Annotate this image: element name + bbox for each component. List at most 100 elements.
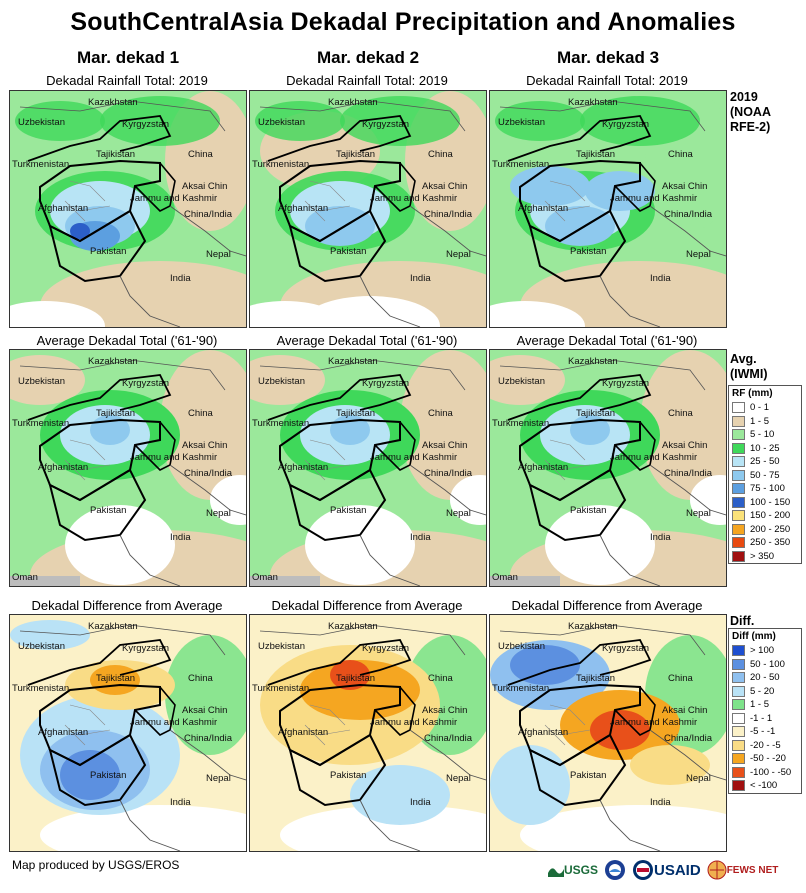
place-label-india: India <box>410 797 431 808</box>
legend-item: -20 - -5 <box>729 739 801 753</box>
place-label-china: China <box>668 673 693 684</box>
place-label-kyrgyzstan: Kyrgyzstan <box>122 119 169 130</box>
place-label-tajikistan: Tajikistan <box>336 408 376 419</box>
map-rain-dekad-3: Kazakhstan Uzbekistan Kyrgyzstan Turkmenist… <box>489 90 727 328</box>
legend-item: 250 - 350 <box>729 536 801 550</box>
place-label-india: India <box>170 532 191 543</box>
place-label-tajikistan: Tajikistan <box>576 673 616 684</box>
place-label-aksai_chin: Aksai Chin <box>422 440 468 451</box>
place-label-india: India <box>170 273 191 284</box>
place-label-china_india: China/India <box>664 209 713 220</box>
legend-item-label: 1 - 5 <box>750 699 770 711</box>
place-label-turkmenistan: Turkmenistan <box>12 683 70 694</box>
legend-swatch <box>732 469 745 481</box>
place-label-aksai_chin: Aksai Chin <box>182 440 228 451</box>
place-label-tajikistan: Tajikistan <box>336 673 376 684</box>
legend-item-label: 50 - 100 <box>750 658 785 670</box>
place-label-pakistan: Pakistan <box>330 770 367 781</box>
place-label-tajikistan: Tajikistan <box>96 149 136 160</box>
legend-item: 10 - 25 <box>729 442 801 456</box>
place-label-uzbekistan: Uzbekistan <box>18 117 65 128</box>
row-label-diff: Diff. <box>730 614 755 628</box>
place-label-tajikistan: Tajikistan <box>336 149 376 160</box>
place-label-pakistan: Pakistan <box>570 505 607 516</box>
place-label-china: China <box>668 408 693 419</box>
footer-credit: Map produced by USGS/EROS <box>12 858 180 872</box>
map-graphic <box>10 91 246 327</box>
map-title: Dekadal Rainfall Total: 2019 <box>526 73 688 88</box>
place-label-nepal: Nepal <box>206 508 231 519</box>
place-label-china_india: China/India <box>424 733 473 744</box>
legend-item-label: -50 - -20 <box>750 753 786 765</box>
place-label-jammu: Jammu and Kashmir <box>370 717 458 728</box>
place-label-kyrgyzstan: Kyrgyzstan <box>602 378 649 389</box>
legend-item: 1 - 5 <box>729 698 801 712</box>
place-label-kyrgyzstan: Kyrgyzstan <box>362 643 409 654</box>
legend-swatch <box>732 712 745 724</box>
place-label-kyrgyzstan: Kyrgyzstan <box>362 119 409 130</box>
legend-swatch <box>732 780 745 792</box>
legend-item-label: < -100 <box>750 780 778 792</box>
place-label-aksai_chin: Aksai Chin <box>662 440 708 451</box>
column-header-dekad-1: Mar. dekad 1 <box>76 48 180 67</box>
place-label-pakistan: Pakistan <box>570 770 607 781</box>
map-rain-dekad-1: Kazakhstan Uzbekistan Kyrgyzstan Turkmenist… <box>9 90 247 328</box>
place-label-china: China <box>188 408 213 419</box>
legend-item-label: 0 - 1 <box>750 402 770 414</box>
place-label-turkmenistan: Turkmenistan <box>252 683 310 694</box>
rainfall-legend-title: RF (mm) <box>732 388 773 399</box>
place-label-afghanistan: Afghanistan <box>38 203 89 214</box>
map-avg-dekad-3: Kazakhstan Uzbekistan Kyrgyzstan Turkmenist… <box>489 349 727 587</box>
map-rain-dekad-2: Kazakhstan Uzbekistan Kyrgyzstan Turkmenist… <box>249 90 487 328</box>
place-label-turkmenistan: Turkmenistan <box>12 159 70 170</box>
legend-item: 200 - 250 <box>729 523 801 537</box>
legend-swatch <box>732 415 745 427</box>
place-label-china: China <box>428 673 453 684</box>
place-label-nepal: Nepal <box>206 249 231 260</box>
place-label-kazakhstan: Kazakhstan <box>328 621 378 632</box>
place-label-kyrgyzstan: Kyrgyzstan <box>602 119 649 130</box>
place-label-kyrgyzstan: Kyrgyzstan <box>602 643 649 654</box>
place-label-turkmenistan: Turkmenistan <box>492 159 550 170</box>
place-label-uzbekistan: Uzbekistan <box>258 376 305 387</box>
place-label-oman: Oman <box>252 572 278 583</box>
place-label-afghanistan: Afghanistan <box>38 727 89 738</box>
place-label-kazakhstan: Kazakhstan <box>568 621 618 632</box>
legend-swatch <box>732 550 745 562</box>
legend-swatch <box>732 402 745 414</box>
place-label-pakistan: Pakistan <box>330 505 367 516</box>
place-label-afghanistan: Afghanistan <box>278 203 329 214</box>
place-label-kazakhstan: Kazakhstan <box>88 97 138 108</box>
map-avg-dekad-1: Kazakhstan Uzbekistan Kyrgyzstan Turkmenist… <box>9 349 247 587</box>
map-avg-dekad-2: Kazakhstan Uzbekistan Kyrgyzstan Turkmenist… <box>249 349 487 587</box>
place-label-tajikistan: Tajikistan <box>96 408 136 419</box>
place-label-nepal: Nepal <box>686 773 711 784</box>
legend-item-label: 50 - 75 <box>750 469 780 481</box>
legend-item-label: 1 - 5 <box>750 415 770 427</box>
place-label-jammu: Jammu and Kashmir <box>610 717 698 728</box>
place-label-china: China <box>428 408 453 419</box>
legend-swatch <box>732 496 745 508</box>
place-label-aksai_chin: Aksai Chin <box>182 181 228 192</box>
legend-item: 1 - 5 <box>729 415 801 429</box>
usgs-wave-icon <box>548 868 564 877</box>
legend-item: -1 - 1 <box>729 712 801 726</box>
place-label-jammu: Jammu and Kashmir <box>610 452 698 463</box>
legend-item: < -100 <box>729 779 801 793</box>
place-label-nepal: Nepal <box>446 508 471 519</box>
place-label-china_india: China/India <box>184 733 233 744</box>
place-label-pakistan: Pakistan <box>90 246 127 257</box>
place-label-china_india: China/India <box>664 733 713 744</box>
place-label-afghanistan: Afghanistan <box>278 727 329 738</box>
legend-swatch <box>732 699 745 711</box>
legend-item-label: -20 - -5 <box>750 739 781 751</box>
legend-swatch <box>732 456 745 468</box>
map-title: Average Dekadal Total ('61-'90) <box>276 333 458 348</box>
legend-swatch <box>732 645 745 657</box>
place-label-turkmenistan: Turkmenistan <box>252 418 310 429</box>
legend-swatch <box>732 766 745 778</box>
place-label-jammu: Jammu and Kashmir <box>130 452 218 463</box>
place-label-china_india: China/India <box>424 468 473 479</box>
place-label-kazakhstan: Kazakhstan <box>568 97 618 108</box>
place-label-oman: Oman <box>12 572 38 583</box>
